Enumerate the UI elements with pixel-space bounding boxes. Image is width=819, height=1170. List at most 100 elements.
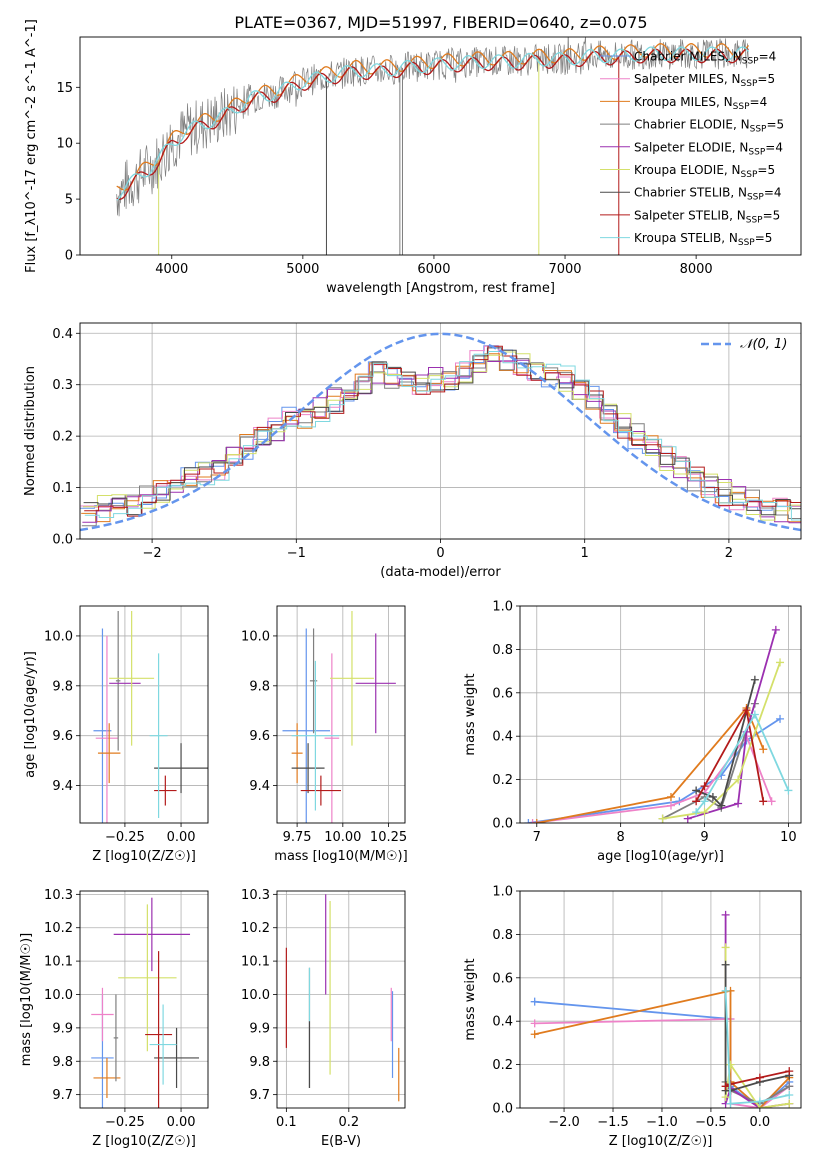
x-axis-label: E(B-V) xyxy=(321,1134,361,1149)
plus-marker xyxy=(530,997,539,1006)
legend-entry: Salpeter ELODIE, NSSP=4 xyxy=(634,140,783,157)
plus-marker xyxy=(726,1060,735,1069)
plot-area xyxy=(116,37,750,255)
y-tick-label: 0 xyxy=(65,249,73,264)
plus-marker xyxy=(771,625,780,634)
plus-marker xyxy=(666,801,675,810)
y-tick-label: 10.0 xyxy=(241,629,270,644)
plus-marker xyxy=(721,986,730,995)
y-tick-label: 15 xyxy=(56,81,73,96)
figure-title: PLATE=0367, MJD=51997, FIBERID=0640, z=0… xyxy=(234,13,647,32)
y-tick-label: 0.0 xyxy=(52,533,73,548)
weight-line xyxy=(662,662,781,820)
y-axis-label: mass weight xyxy=(463,673,478,755)
x-tick-label: 0.00 xyxy=(167,1115,196,1130)
y-tick-label: 1.0 xyxy=(492,600,513,615)
y-tick-label: 0.2 xyxy=(492,773,513,788)
y-tick-label: 0.4 xyxy=(492,1015,513,1030)
axes-frame xyxy=(519,890,802,1109)
y-tick-label: 9.8 xyxy=(52,1055,73,1070)
x-axis-label: Z [log10(Z/Z☉)] xyxy=(609,1134,713,1149)
x-tick-label: −0.25 xyxy=(105,830,145,845)
y-tick-label: 10.0 xyxy=(241,988,270,1003)
residual-hist-panel: −2 −1 0 1 2 0.0 0.1 0.2 0.3 0.4 (data-model)/error… xyxy=(23,322,802,580)
y-tick-label: 9.7 xyxy=(249,1088,270,1103)
y-tick-label: 0.1 xyxy=(52,481,73,496)
plus-marker xyxy=(721,960,730,969)
y-tick-label: 9.7 xyxy=(52,1088,73,1103)
y-tick-label: 0.6 xyxy=(492,686,513,701)
x-tick-label: 0.00 xyxy=(167,830,196,845)
grid xyxy=(80,323,801,540)
x-tick-label: 7000 xyxy=(548,262,581,277)
x-axis-label: Z [log10(Z/Z☉)] xyxy=(92,1134,196,1149)
axes-frame xyxy=(79,605,209,824)
x-tick-label: 1 xyxy=(581,546,589,561)
histogram-step xyxy=(81,358,801,527)
y-tick-label: 0.8 xyxy=(492,928,513,943)
y-tick-label: 0.3 xyxy=(52,378,73,393)
plus-marker xyxy=(658,814,667,823)
plus-marker xyxy=(708,792,717,801)
plus-marker xyxy=(717,801,726,810)
grid xyxy=(277,891,405,1108)
plot-area xyxy=(285,894,400,1102)
legend-entry: Kroupa STELIB, NSSP=5 xyxy=(634,231,772,248)
x-tick-label: −2 xyxy=(143,546,162,561)
spectrum-model-line xyxy=(116,48,749,200)
y-tick-label: 10 xyxy=(56,137,73,152)
x-tick-label: −1 xyxy=(287,546,306,561)
plus-marker xyxy=(785,1082,794,1091)
y-axis-label: mass [log10(M/M☉)] xyxy=(19,933,34,1066)
plus-marker xyxy=(692,797,701,806)
y-axis-label: Normed distribution xyxy=(23,366,38,496)
axes-frame xyxy=(79,36,802,256)
x-axis-label: (data-model)/error xyxy=(380,565,501,580)
plus-marker xyxy=(776,658,785,667)
x-tick-label: 4000 xyxy=(155,262,188,277)
x-tick-label: 0.0 xyxy=(750,1115,771,1130)
x-tick-label: 5000 xyxy=(286,262,319,277)
y-tick-label: 10.2 xyxy=(44,921,73,936)
x-tick-label: 9.75 xyxy=(283,830,312,845)
grid xyxy=(520,890,801,1109)
plus-marker xyxy=(750,675,759,684)
y-tick-label: 10.1 xyxy=(241,955,270,970)
plus-marker xyxy=(700,782,709,791)
y-tick-label: 9.8 xyxy=(249,1055,270,1070)
x-tick-label: 2 xyxy=(725,546,733,561)
legend-entry: Kroupa ELODIE, NSSP=5 xyxy=(634,163,775,180)
plus-marker xyxy=(742,706,751,715)
y-tick-label: 0.2 xyxy=(52,430,73,445)
plus-marker xyxy=(784,786,793,795)
x-axis-label: mass [log10(M/M☉)] xyxy=(274,849,407,864)
y-tick-label: 0.0 xyxy=(492,1102,513,1117)
x-tick-label: −0.25 xyxy=(105,1115,145,1130)
y-tick-label: 9.6 xyxy=(52,729,73,744)
histogram-step xyxy=(83,351,801,521)
x-tick-label: 0.2 xyxy=(338,1115,359,1130)
y-tick-label: 10.1 xyxy=(44,955,73,970)
plot-area xyxy=(530,910,794,1108)
plus-marker xyxy=(683,814,692,823)
legend-entry: Chabrier STELIB, NSSP=4 xyxy=(634,186,782,203)
y-tick-label: 9.4 xyxy=(249,779,270,794)
y-tick-label: 0.4 xyxy=(492,730,513,745)
x-tick-label: 10 xyxy=(780,830,797,845)
legend-entry: Salpeter STELIB, NSSP=5 xyxy=(634,208,780,225)
plus-marker xyxy=(759,797,768,806)
x-tick-label: 9 xyxy=(700,830,708,845)
y-tick-label: 10.3 xyxy=(241,888,270,903)
x-tick-label: 0 xyxy=(436,546,444,561)
legend-entry: 𝒩(0, 1) xyxy=(740,337,787,352)
plus-marker xyxy=(785,1067,794,1076)
plot-area xyxy=(91,897,200,1108)
plot-area xyxy=(93,610,208,823)
y-tick-label: 10.0 xyxy=(44,629,73,644)
plus-marker xyxy=(692,808,701,817)
plus-marker xyxy=(734,799,743,808)
plus-marker xyxy=(726,1099,735,1108)
weight-line xyxy=(725,1070,790,1088)
plus-marker xyxy=(532,819,541,823)
plus-marker xyxy=(528,819,537,823)
